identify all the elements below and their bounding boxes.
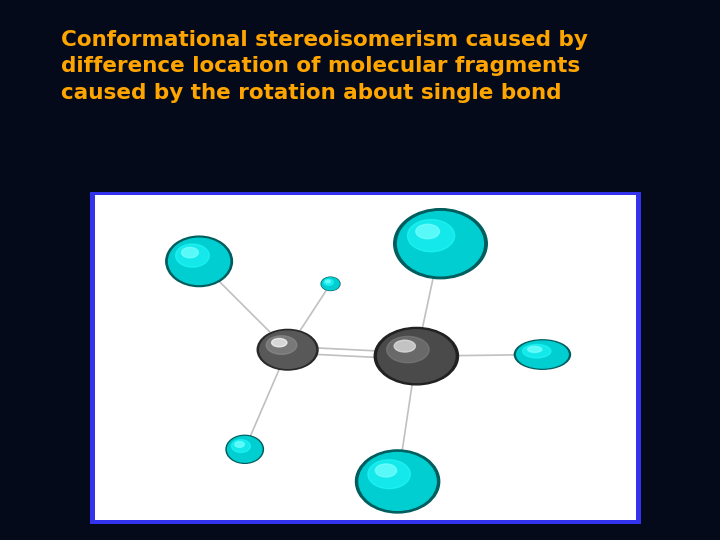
FancyBboxPatch shape: [90, 192, 641, 524]
Ellipse shape: [226, 435, 264, 463]
Ellipse shape: [408, 220, 454, 252]
Ellipse shape: [374, 327, 459, 385]
Ellipse shape: [166, 236, 233, 287]
Ellipse shape: [378, 330, 455, 382]
Ellipse shape: [260, 331, 315, 368]
Ellipse shape: [356, 450, 440, 513]
Ellipse shape: [322, 278, 339, 290]
Ellipse shape: [257, 329, 318, 370]
Ellipse shape: [375, 464, 397, 477]
Ellipse shape: [181, 247, 198, 258]
Ellipse shape: [321, 277, 340, 291]
Ellipse shape: [394, 208, 487, 279]
Ellipse shape: [228, 436, 262, 462]
Ellipse shape: [176, 244, 210, 267]
Ellipse shape: [235, 442, 244, 447]
FancyBboxPatch shape: [95, 195, 636, 520]
Text: Conformational stereoisomerism caused by
difference location of molecular fragme: Conformational stereoisomerism caused by…: [61, 30, 588, 103]
Ellipse shape: [514, 340, 570, 369]
Ellipse shape: [368, 460, 410, 489]
Ellipse shape: [168, 238, 230, 285]
Ellipse shape: [523, 345, 551, 358]
Ellipse shape: [416, 224, 439, 239]
Ellipse shape: [271, 339, 287, 347]
Ellipse shape: [397, 212, 483, 276]
Ellipse shape: [517, 341, 568, 368]
Ellipse shape: [387, 336, 429, 363]
Ellipse shape: [394, 340, 415, 352]
Ellipse shape: [232, 440, 251, 453]
Ellipse shape: [528, 346, 541, 353]
Ellipse shape: [325, 280, 330, 283]
Ellipse shape: [359, 453, 436, 510]
Ellipse shape: [266, 336, 297, 354]
Ellipse shape: [324, 279, 333, 285]
